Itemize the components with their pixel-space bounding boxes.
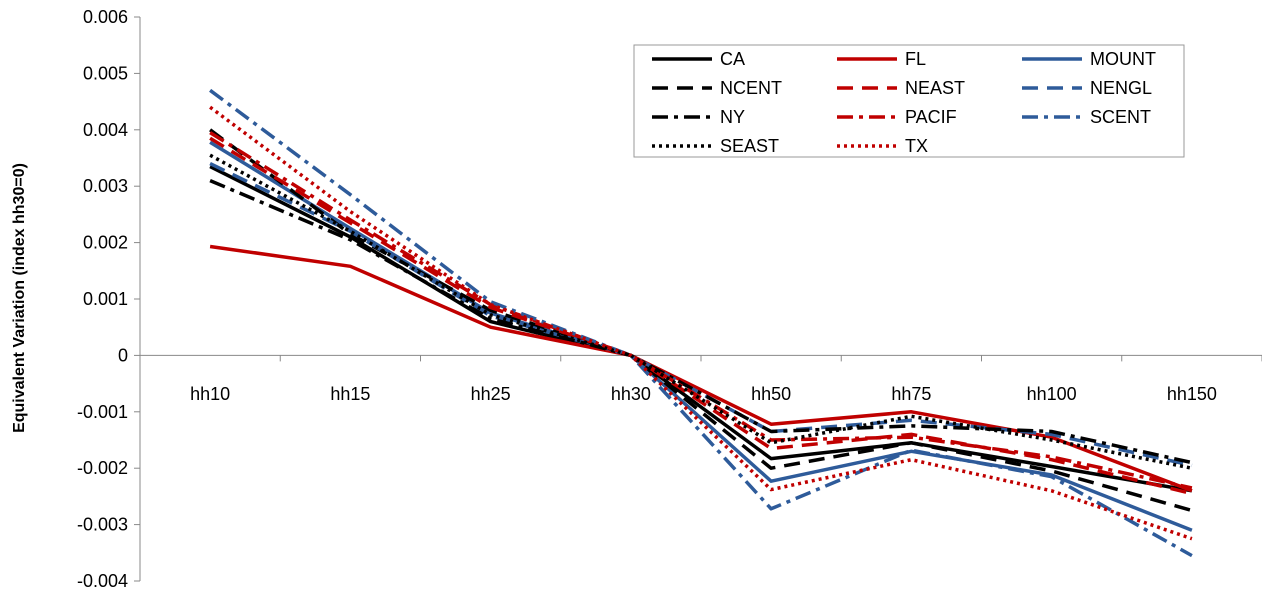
legend-label-fl: FL [905,49,926,69]
legend-box [633,44,1185,158]
legend-label-pacif: PACIF [905,107,957,127]
legend-label-tx: TX [905,136,928,156]
legend-label-scent: SCENT [1090,107,1151,127]
x-tick-label: hh25 [471,384,511,404]
series-line-tx [209,105,1193,541]
y-tick-label: 0 [118,345,128,365]
series-line-ncent [209,128,1193,513]
legend-label-mount: MOUNT [1090,49,1156,69]
series-line-ca [209,164,1193,493]
legend-label-nengl: NENGL [1090,78,1152,98]
x-ticks: hh10 hh15 hh25 hh30 hh50 hh75 hh100 hh150 [139,355,1262,404]
series-line-ny [209,178,1193,465]
y-tick-label: -0.001 [77,402,128,422]
y-tick-label: 0.005 [83,63,128,83]
y-axis-label: Equivalent Variation (index hh30=0) [11,163,28,433]
y-tick-label: 0.006 [83,7,128,27]
legend-label-ny: NY [720,107,745,127]
legend-label-ca: CA [720,49,745,69]
x-tick-label: hh75 [891,384,931,404]
x-tick-label: hh50 [751,384,791,404]
legend-label-ncent: NCENT [720,78,782,98]
series-line-mount [209,140,1193,532]
x-tick-label: hh150 [1167,384,1217,404]
legend-label-seast: SEAST [720,136,779,156]
legend-label-neast: NEAST [905,78,965,98]
series-lines [209,88,1193,558]
series-line-fl [209,244,1193,493]
y-tick-label: 0.002 [83,233,128,253]
legend: CA FL MOUNT NCENT NEAST NENGL NY PACIF SCENT SEAS… [633,44,1185,158]
y-tick-label: 0.004 [83,120,128,140]
y-tick-label: -0.004 [77,571,128,591]
x-tick-label: hh30 [611,384,651,404]
y-ticks: 0.006 0.005 0.004 0.003 0.002 0.001 0 -0.001 -0.… [77,7,140,591]
y-tick-label: 0.003 [83,176,128,196]
y-tick-label: -0.003 [77,515,128,535]
y-tick-label: -0.002 [77,458,128,478]
y-tick-label: 0.001 [83,289,128,309]
series-line-pacif [209,131,1193,490]
x-tick-label: hh15 [330,384,370,404]
x-tick-label: hh100 [1027,384,1077,404]
series-line-neast [209,136,1193,496]
x-tick-label: hh10 [190,384,230,404]
series-line-scent [209,88,1193,558]
